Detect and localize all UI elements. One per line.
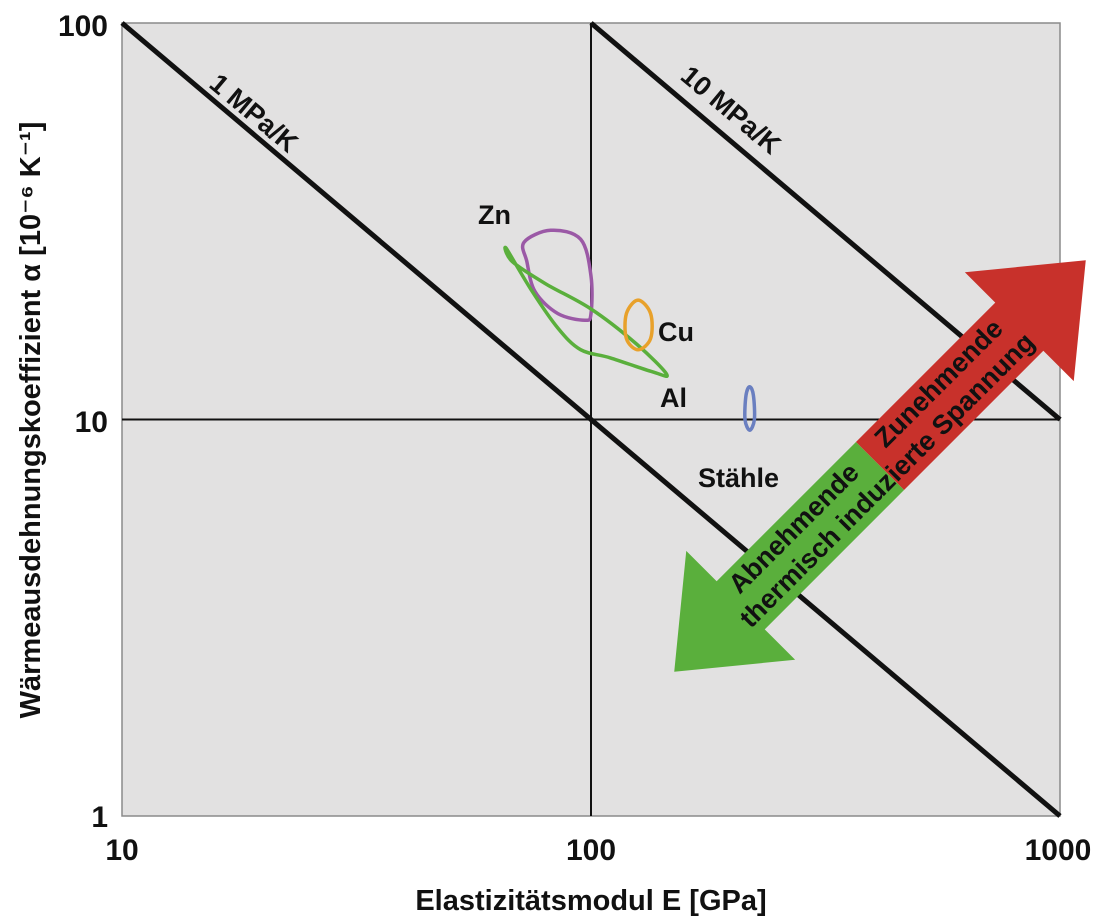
x-tick-10: 10 xyxy=(105,834,138,867)
arrow-increasing xyxy=(855,260,1086,491)
y-tick-100: 100 xyxy=(58,10,108,43)
region-label-cu: Cu xyxy=(658,317,694,347)
y-tick-10: 10 xyxy=(75,406,108,439)
x-tick-100: 100 xyxy=(566,834,616,867)
region-outline-st-hle xyxy=(743,384,757,432)
reference-line-1 xyxy=(120,21,1062,818)
y-tick-1: 1 xyxy=(91,801,108,834)
x-tick-1000: 1000 xyxy=(1025,834,1092,867)
x-axis-label: Elastizitätsmodul E [GPa] xyxy=(415,885,766,917)
arrow-decreasing xyxy=(674,441,905,672)
region-label-al: Al xyxy=(660,383,687,413)
region-outline-al xyxy=(503,245,669,378)
region-outline-zn xyxy=(520,228,594,322)
region-outline-cu xyxy=(623,298,654,352)
region-label-staehle: Stähle xyxy=(698,463,779,493)
y-axis-label: Wärmeausdehnungskoeffizient α [10⁻⁶ K⁻¹] xyxy=(15,122,47,719)
region-label-zn: Zn xyxy=(478,200,511,230)
material-regions xyxy=(503,228,757,432)
